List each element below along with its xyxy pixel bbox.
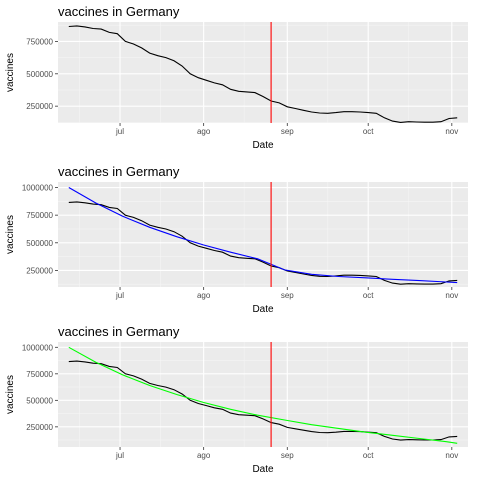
y-axis-title: vaccines: [5, 375, 16, 414]
x-axis-title: Date: [252, 304, 274, 315]
x-tick-label: nov: [445, 291, 458, 300]
chart-title: vaccines in Germany: [58, 324, 180, 339]
y-tick-label: 500000: [26, 70, 53, 79]
chart-title: vaccines in Germany: [58, 4, 180, 19]
x-tick-label: nov: [445, 127, 458, 136]
x-tick-label: jul: [115, 127, 124, 136]
x-tick-label: jul: [115, 291, 124, 300]
y-tick-label: 750000: [26, 37, 53, 46]
x-tick-label: sep: [281, 127, 294, 136]
x-tick-label: nov: [445, 451, 458, 460]
x-axis-title: Date: [252, 464, 274, 475]
x-tick-label: ago: [197, 291, 211, 300]
y-tick-label: 250000: [26, 266, 53, 275]
chart-panel-1: 250000 500000 750000 jul ago sep oct nov vaccine…: [5, 4, 468, 151]
y-tick-label: 1000000: [22, 343, 54, 352]
x-tick-label: ago: [197, 127, 211, 136]
x-tick-label: jul: [115, 451, 124, 460]
x-tick-label: sep: [281, 451, 294, 460]
y-tick-label: 500000: [26, 239, 53, 248]
y-tick-label: 250000: [26, 423, 53, 432]
x-tick-label: oct: [363, 291, 374, 300]
y-tick-label: 1000000: [22, 184, 54, 193]
y-axis-title: vaccines: [5, 215, 16, 254]
x-tick-label: oct: [363, 127, 374, 136]
x-tick-label: sep: [281, 291, 294, 300]
y-axis-title: vaccines: [5, 53, 16, 92]
x-tick-label: ago: [197, 451, 211, 460]
y-tick-label: 750000: [26, 370, 53, 379]
chart-title: vaccines in Germany: [58, 164, 180, 179]
chart-panel-3: 250000 500000 750000 1000000 jul ago sep oct nov…: [5, 324, 468, 475]
x-tick-label: oct: [363, 451, 374, 460]
y-tick-label: 500000: [26, 396, 53, 405]
x-axis-title: Date: [252, 140, 274, 151]
chart-panel-2: 250000 500000 750000 1000000 jul ago sep oct nov…: [5, 164, 468, 315]
y-tick-label: 750000: [26, 211, 53, 220]
y-tick-label: 250000: [26, 102, 53, 111]
